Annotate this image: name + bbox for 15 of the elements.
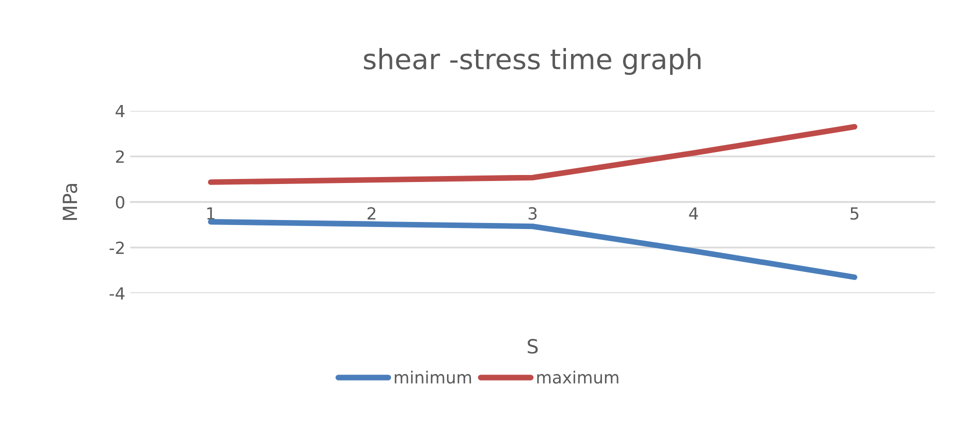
y-tick-label: -4 — [110, 287, 124, 300]
x-tick-label: 3 — [528, 207, 537, 220]
y-tick-label: 0 — [116, 196, 124, 209]
legend-label: minimum — [394, 370, 471, 384]
y-tick-label: 2 — [116, 150, 124, 163]
y-tick-label: 4 — [116, 105, 124, 118]
legend-label: maximum — [537, 370, 618, 384]
x-tick-label: 2 — [368, 207, 376, 220]
x-tick-label: 4 — [689, 207, 698, 220]
chart-title: shear -stress time graph — [364, 48, 700, 75]
x-axis-title: S — [528, 338, 538, 354]
x-tick-label: 1 — [207, 207, 215, 220]
x-tick-label: 5 — [850, 207, 858, 220]
y-axis-title: MPa — [62, 184, 78, 220]
y-tick-label: -2 — [110, 242, 124, 254]
